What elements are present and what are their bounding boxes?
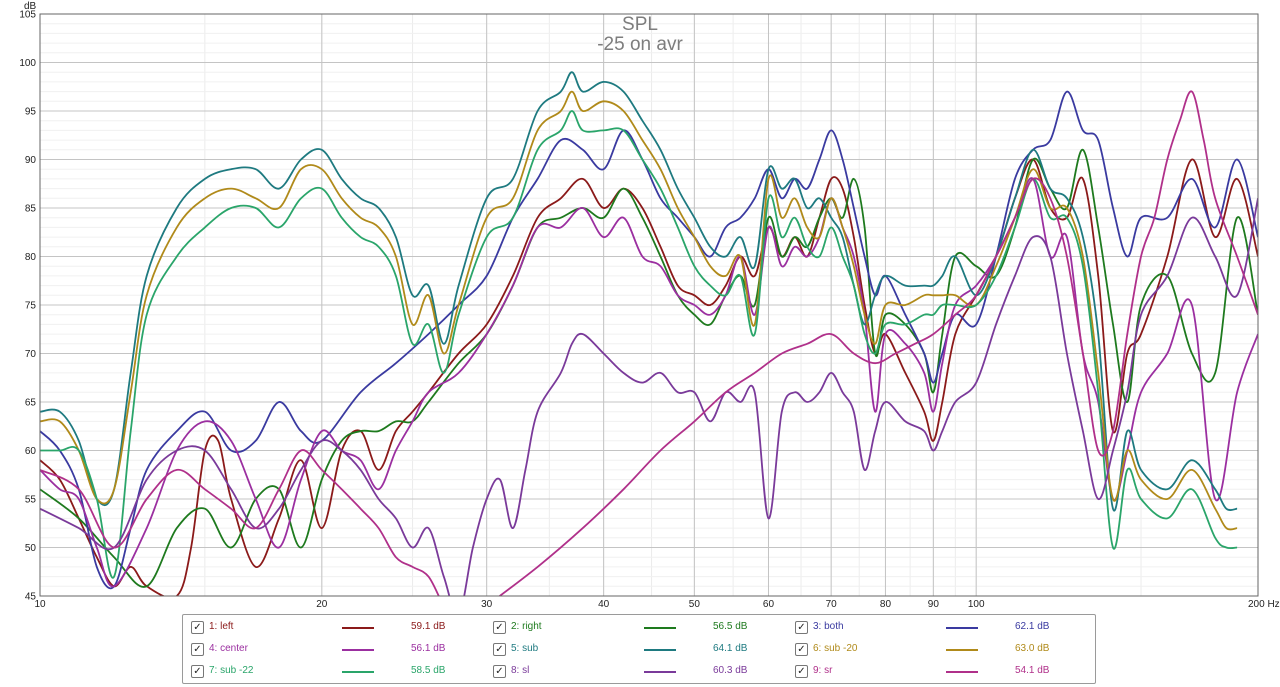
y-tick-label: 80: [25, 252, 37, 263]
legend-item-left[interactable]: ✓ 1: left 59.1 dB: [183, 619, 483, 637]
legend-label: 8: sl: [511, 665, 530, 676]
checkbox-sr[interactable]: ✓: [795, 665, 808, 678]
y-tick-label: 55: [25, 495, 37, 506]
x-tick-label: 30: [481, 599, 493, 610]
x-tick-label: 200 Hz: [1248, 599, 1280, 610]
x-tick-label: 70: [826, 599, 838, 610]
legend-swatch: [946, 671, 978, 673]
plot-frame: [39, 13, 1259, 597]
series-line-6: [40, 90, 1238, 531]
series-line-2: [40, 148, 1258, 588]
legend-swatch: [644, 649, 676, 651]
legend-swatch: [946, 649, 978, 651]
legend-swatch: [644, 627, 676, 629]
legend: ✓ 1: left 59.1 dB ✓ 2: right 56.5 dB ✓ 3…: [182, 614, 1096, 684]
y-tick-label: 70: [25, 349, 37, 360]
legend-label: 3: both: [813, 621, 844, 632]
checkbox-sub-20[interactable]: ✓: [795, 643, 808, 656]
legend-item-right[interactable]: ✓ 2: right 56.5 dB: [485, 619, 785, 637]
legend-value: 60.3 dB: [713, 665, 748, 676]
y-tick-label: 65: [25, 398, 37, 409]
legend-item-center[interactable]: ✓ 4: center 56.1 dB: [183, 641, 483, 659]
tick-labels: 10 20 30 40 50 60 70 80 90 100 200 Hz 45 50 55 60 65 70 7…: [19, 10, 1279, 611]
checkbox-center[interactable]: ✓: [191, 643, 204, 656]
y-tick-label: 75: [25, 301, 37, 312]
legend-label: 7: sub -22: [209, 665, 254, 676]
legend-label: 1: left: [209, 621, 234, 632]
x-tick-label: 90: [928, 599, 940, 610]
legend-row: ✓ 7: sub -22 58.5 dB ✓ 8: sl 60.3 dB ✓ 9…: [183, 663, 1095, 681]
series-line-3: [40, 90, 1258, 590]
series-line-7: [40, 110, 1238, 579]
y-tick-label: 85: [25, 204, 37, 215]
series-line-4: [40, 177, 1258, 588]
legend-value: 59.1 dB: [411, 621, 446, 632]
series-line-9: [40, 90, 1258, 596]
legend-value: 62.1 dB: [1015, 621, 1050, 632]
checkbox-right[interactable]: ✓: [493, 621, 506, 634]
legend-value: 63.0 dB: [1015, 643, 1050, 654]
legend-value: 56.5 dB: [713, 621, 748, 632]
checkbox-sub[interactable]: ✓: [493, 643, 506, 656]
checkbox-left[interactable]: ✓: [191, 621, 204, 634]
legend-swatch: [946, 627, 978, 629]
x-tick-label: 20: [316, 599, 328, 610]
legend-label: 9: sr: [813, 665, 833, 676]
legend-value: 54.1 dB: [1015, 665, 1050, 676]
x-tick-label: 60: [763, 599, 775, 610]
checkbox-sub-22[interactable]: ✓: [191, 665, 204, 678]
x-tick-label: 10: [34, 599, 46, 610]
legend-item-sub-20[interactable]: ✓ 6: sub -20 63.0 dB: [787, 641, 1087, 659]
checkbox-sl[interactable]: ✓: [493, 665, 506, 678]
spl-chart: 10 20 30 40 50 60 70 80 90 100 200 Hz 45 50 55 60 65 70 7…: [19, 1, 1279, 611]
x-tick-label: 50: [689, 599, 701, 610]
legend-item-sr[interactable]: ✓ 9: sr 54.1 dB: [787, 663, 1087, 681]
legend-label: 6: sub -20: [813, 643, 858, 654]
legend-value: 64.1 dB: [713, 643, 748, 654]
x-tick-label: 100: [968, 599, 985, 610]
legend-swatch: [342, 627, 374, 629]
legend-swatch: [342, 649, 374, 651]
series-layer: [40, 71, 1258, 596]
legend-item-both[interactable]: ✓ 3: both 62.1 dB: [787, 619, 1087, 637]
legend-row: ✓ 1: left 59.1 dB ✓ 2: right 56.5 dB ✓ 3…: [183, 619, 1095, 637]
legend-swatch: [342, 671, 374, 673]
y-tick-label: 60: [25, 446, 37, 457]
legend-value: 56.1 dB: [411, 643, 446, 654]
legend-item-sub[interactable]: ✓ 5: sub 64.1 dB: [485, 641, 785, 659]
y-tick-label: 45: [25, 592, 37, 603]
x-tick-label: 40: [598, 599, 610, 610]
y-tick-label: 90: [25, 155, 37, 166]
legend-label: 4: center: [209, 643, 248, 654]
x-tick-label: 80: [880, 599, 892, 610]
chart-subtitle: -25 on avr: [597, 34, 683, 55]
legend-value: 58.5 dB: [411, 665, 446, 676]
chart-title: SPL: [622, 14, 658, 35]
y-tick-label: 95: [25, 107, 37, 118]
y-axis-label: dB: [24, 1, 37, 12]
legend-row: ✓ 4: center 56.1 dB ✓ 5: sub 64.1 dB ✓ 6…: [183, 641, 1095, 659]
legend-swatch: [644, 671, 676, 673]
y-tick-label: 105: [19, 10, 36, 21]
series-line-5: [40, 71, 1238, 512]
legend-label: 2: right: [511, 621, 542, 632]
legend-item-sub-22[interactable]: ✓ 7: sub -22 58.5 dB: [183, 663, 483, 681]
legend-item-sl[interactable]: ✓ 8: sl 60.3 dB: [485, 663, 785, 681]
legend-label: 5: sub: [511, 643, 539, 654]
checkbox-both[interactable]: ✓: [795, 621, 808, 634]
y-tick-label: 100: [19, 58, 36, 69]
y-tick-label: 50: [25, 543, 37, 554]
